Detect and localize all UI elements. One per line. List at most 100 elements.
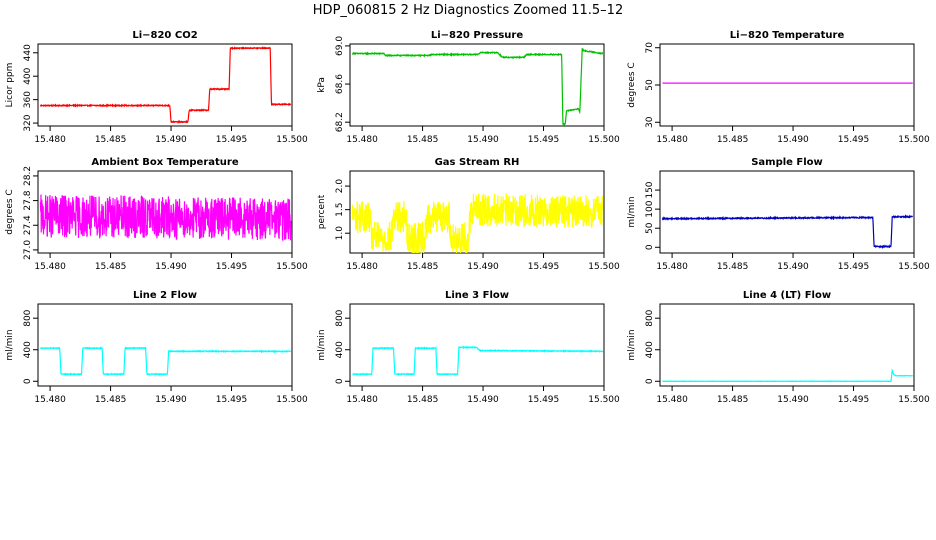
plot-frame-line2 [37,303,293,387]
series-line-rh [351,192,604,254]
x-tick-label: 15.490 [467,135,499,145]
x-tick-label: 15.480 [656,395,688,405]
x-tick-label: 15.480 [34,395,66,405]
y-tick-label: 800 [645,309,655,326]
y-tick-label: 2.0 [335,179,345,194]
y-tick-label: 800 [23,309,33,326]
x-tick-label: 15.500 [276,262,308,272]
figure-title: HDP_060815 2 Hz Diagnostics Zoomed 11.5–… [313,3,623,18]
y-tick-label: 0 [335,378,345,384]
x-tick-label: 15.480 [34,135,66,145]
x-tick-label: 15.485 [95,262,127,272]
y-tick-label: 1.0 [335,226,345,241]
panel-title-line3: Line 3 Flow [445,290,509,301]
y-axis-label-box-temp: degrees C [5,189,15,234]
plot-frame-pressure [349,43,605,127]
x-tick-label: 15.495 [838,262,870,272]
x-tick-label: 15.490 [777,135,809,145]
x-tick-label: 15.500 [588,262,620,272]
panel-line4: Line 4 (LT) Flow 15.480 15.485 15.490 15.495… [627,290,930,405]
x-tick-label: 15.495 [528,262,560,272]
x-tick-label: 15.495 [528,395,560,405]
x-tick-label: 15.485 [407,135,439,145]
x-tick-label: 15.500 [276,135,308,145]
x-tick-label: 15.485 [717,135,749,145]
panel-title-line4: Line 4 (LT) Flow [743,290,831,301]
panel-licor-temp: Li−820 Temperature 15.480 15.485 15.490 15.4… [627,30,930,145]
series-line-line3 [352,345,604,376]
x-tick-label: 15.480 [346,395,378,405]
y-axis-label-licor-temp: degrees C [627,62,637,107]
panel-title-co2: Li−820 CO2 [132,30,197,41]
y-tick-label: 28.2 [23,166,33,186]
y-axis-label-sample-flow: ml/min [627,196,637,227]
x-tick-label: 15.490 [777,395,809,405]
x-tick-label: 15.490 [155,135,187,145]
y-tick-label: 27.0 [23,240,33,260]
y-tick-label: 50 [645,79,655,91]
y-tick-label: 440 [23,44,33,61]
plot-frame-line3 [349,303,605,387]
x-tick-label: 15.500 [898,262,930,272]
y-tick-label: 400 [23,341,33,358]
series-line-box-temp [39,194,292,243]
panel-title-licor-temp: Li−820 Temperature [730,30,845,41]
x-tick-label: 15.485 [717,262,749,272]
x-tick-label: 15.480 [34,262,66,272]
panel-title-box-temp: Ambient Box Temperature [91,157,238,168]
x-tick-label: 15.495 [216,135,248,145]
y-tick-label: 1.5 [335,202,345,216]
y-tick-label: 150 [645,181,655,198]
x-tick-label: 15.490 [155,262,187,272]
panel-co2: Li−820 CO2 15.480 15.485 15.490 15.495 15.500… [5,30,308,145]
y-tick-label: 400 [645,341,655,358]
y-tick-label: 800 [335,309,345,326]
x-tick-label: 15.485 [407,395,439,405]
x-tick-label: 15.480 [656,262,688,272]
panel-title-pressure: Li−820 Pressure [431,30,524,41]
y-tick-label: 69.0 [335,36,345,56]
y-tick-label: 100 [645,200,655,217]
series-line-co2 [39,46,292,124]
panel-box-temp: Ambient Box Temperature 15.480 15.485 15.49… [5,157,308,272]
plot-frame-box-temp [37,170,293,254]
series-line-sample-flow [661,214,913,249]
x-tick-label: 15.500 [276,395,308,405]
x-tick-label: 15.495 [216,262,248,272]
y-tick-label: 320 [23,114,33,131]
y-tick-label: 27.4 [23,215,33,235]
y-tick-label: 400 [335,341,345,358]
y-axis-label-line3: ml/min [317,329,327,360]
y-tick-label: 68.6 [335,74,345,94]
x-tick-label: 15.485 [407,262,439,272]
y-tick-label: 50 [645,222,655,234]
x-tick-label: 15.495 [838,135,870,145]
y-tick-label: 360 [23,91,33,108]
x-tick-label: 15.490 [777,262,809,272]
x-tick-label: 15.490 [155,395,187,405]
panel-line3: Line 3 Flow 15.480 15.485 15.490 15.495 15.50… [317,290,620,405]
panel-sample-flow: Sample Flow 15.480 15.485 15.490 15.495 15.50… [627,157,930,272]
x-tick-label: 15.485 [95,135,127,145]
x-tick-label: 15.500 [588,135,620,145]
x-tick-label: 15.495 [838,395,870,405]
x-tick-label: 15.480 [346,262,378,272]
y-axis-label-co2: Licor ppm [5,63,15,108]
plot-frame-line4 [659,303,915,387]
x-tick-label: 15.495 [528,135,560,145]
x-tick-label: 15.485 [717,395,749,405]
plot-frame-licor-temp [659,43,915,127]
series-line-pressure [351,47,604,127]
y-tick-label: 70 [645,42,655,54]
y-tick-label: 0 [645,378,655,384]
y-tick-label: 400 [23,67,33,84]
y-tick-label: 27.8 [23,190,33,210]
x-tick-label: 15.495 [216,395,248,405]
panel-line2: Line 2 Flow 15.480 15.485 15.490 15.495 15.50… [5,290,308,405]
x-tick-label: 15.500 [898,395,930,405]
x-tick-label: 15.485 [95,395,127,405]
series-line-line4 [662,368,913,383]
plot-frame-rh [349,170,605,254]
